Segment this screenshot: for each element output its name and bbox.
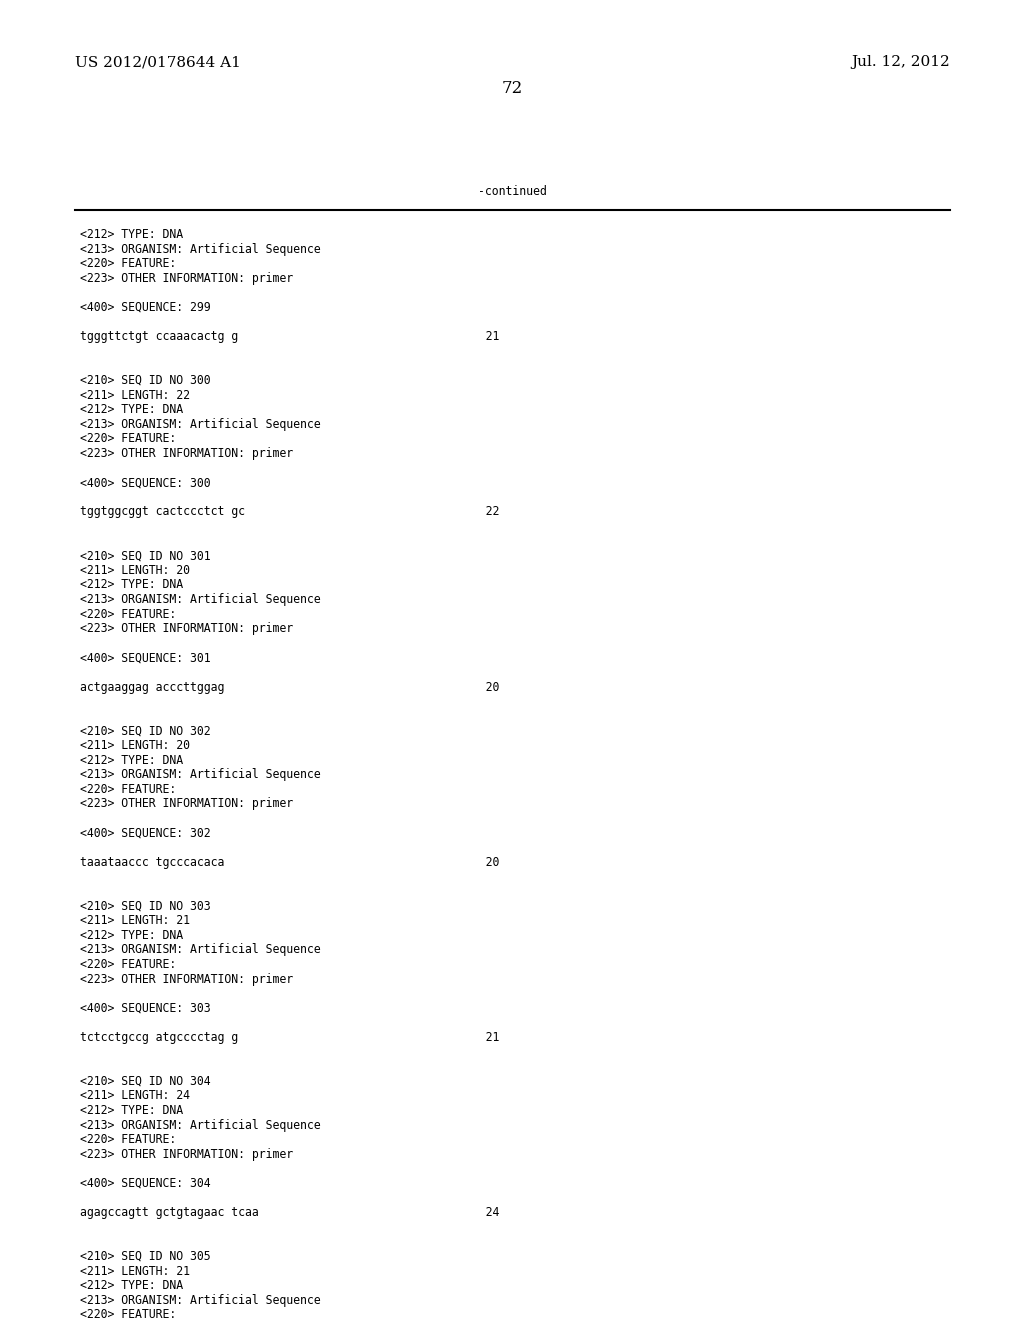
Text: tggtggcggt cactccctct gc                                   22: tggtggcggt cactccctct gc 22 <box>80 506 500 519</box>
Text: <210> SEQ ID NO 301: <210> SEQ ID NO 301 <box>80 549 211 562</box>
Text: <220> FEATURE:: <220> FEATURE: <box>80 783 176 796</box>
Text: <212> TYPE: DNA: <212> TYPE: DNA <box>80 228 183 242</box>
Text: <213> ORGANISM: Artificial Sequence: <213> ORGANISM: Artificial Sequence <box>80 1294 321 1307</box>
Text: <212> TYPE: DNA: <212> TYPE: DNA <box>80 754 183 767</box>
Text: <223> OTHER INFORMATION: primer: <223> OTHER INFORMATION: primer <box>80 447 293 459</box>
Text: <210> SEQ ID NO 305: <210> SEQ ID NO 305 <box>80 1250 211 1263</box>
Text: <213> ORGANISM: Artificial Sequence: <213> ORGANISM: Artificial Sequence <box>80 418 321 430</box>
Text: taaataaccc tgcccacaca                                      20: taaataaccc tgcccacaca 20 <box>80 855 500 869</box>
Text: agagccagtt gctgtagaac tcaa                                 24: agagccagtt gctgtagaac tcaa 24 <box>80 1206 500 1220</box>
Text: <223> OTHER INFORMATION: primer: <223> OTHER INFORMATION: primer <box>80 1148 293 1160</box>
Text: <210> SEQ ID NO 302: <210> SEQ ID NO 302 <box>80 725 211 738</box>
Text: US 2012/0178644 A1: US 2012/0178644 A1 <box>75 55 241 69</box>
Text: 72: 72 <box>502 81 522 96</box>
Text: <400> SEQUENCE: 303: <400> SEQUENCE: 303 <box>80 1002 211 1015</box>
Text: <211> LENGTH: 21: <211> LENGTH: 21 <box>80 1265 190 1278</box>
Text: -continued: -continued <box>477 185 547 198</box>
Text: actgaaggag acccttggag                                      20: actgaaggag acccttggag 20 <box>80 681 500 693</box>
Text: <400> SEQUENCE: 300: <400> SEQUENCE: 300 <box>80 477 211 490</box>
Text: <220> FEATURE:: <220> FEATURE: <box>80 1133 176 1146</box>
Text: <400> SEQUENCE: 302: <400> SEQUENCE: 302 <box>80 826 211 840</box>
Text: <210> SEQ ID NO 304: <210> SEQ ID NO 304 <box>80 1074 211 1088</box>
Text: <223> OTHER INFORMATION: primer: <223> OTHER INFORMATION: primer <box>80 272 293 285</box>
Text: <211> LENGTH: 21: <211> LENGTH: 21 <box>80 915 190 927</box>
Text: <211> LENGTH: 20: <211> LENGTH: 20 <box>80 739 190 752</box>
Text: <211> LENGTH: 24: <211> LENGTH: 24 <box>80 1089 190 1102</box>
Text: <223> OTHER INFORMATION: primer: <223> OTHER INFORMATION: primer <box>80 797 293 810</box>
Text: <213> ORGANISM: Artificial Sequence: <213> ORGANISM: Artificial Sequence <box>80 593 321 606</box>
Text: <212> TYPE: DNA: <212> TYPE: DNA <box>80 929 183 941</box>
Text: <212> TYPE: DNA: <212> TYPE: DNA <box>80 1104 183 1117</box>
Text: <220> FEATURE:: <220> FEATURE: <box>80 1308 176 1320</box>
Text: tgggttctgt ccaaacactg g                                    21: tgggttctgt ccaaacactg g 21 <box>80 330 500 343</box>
Text: <400> SEQUENCE: 301: <400> SEQUENCE: 301 <box>80 651 211 664</box>
Text: <212> TYPE: DNA: <212> TYPE: DNA <box>80 403 183 416</box>
Text: <220> FEATURE:: <220> FEATURE: <box>80 433 176 445</box>
Text: <400> SEQUENCE: 299: <400> SEQUENCE: 299 <box>80 301 211 314</box>
Text: <210> SEQ ID NO 300: <210> SEQ ID NO 300 <box>80 374 211 387</box>
Text: <213> ORGANISM: Artificial Sequence: <213> ORGANISM: Artificial Sequence <box>80 944 321 957</box>
Text: <223> OTHER INFORMATION: primer: <223> OTHER INFORMATION: primer <box>80 622 293 635</box>
Text: <220> FEATURE:: <220> FEATURE: <box>80 607 176 620</box>
Text: <211> LENGTH: 22: <211> LENGTH: 22 <box>80 388 190 401</box>
Text: <220> FEATURE:: <220> FEATURE: <box>80 958 176 972</box>
Text: <212> TYPE: DNA: <212> TYPE: DNA <box>80 578 183 591</box>
Text: <212> TYPE: DNA: <212> TYPE: DNA <box>80 1279 183 1292</box>
Text: <210> SEQ ID NO 303: <210> SEQ ID NO 303 <box>80 900 211 912</box>
Text: <400> SEQUENCE: 304: <400> SEQUENCE: 304 <box>80 1177 211 1191</box>
Text: <220> FEATURE:: <220> FEATURE: <box>80 257 176 271</box>
Text: <213> ORGANISM: Artificial Sequence: <213> ORGANISM: Artificial Sequence <box>80 1118 321 1131</box>
Text: Jul. 12, 2012: Jul. 12, 2012 <box>851 55 950 69</box>
Text: <213> ORGANISM: Artificial Sequence: <213> ORGANISM: Artificial Sequence <box>80 768 321 781</box>
Text: tctcctgccg atgcccctag g                                    21: tctcctgccg atgcccctag g 21 <box>80 1031 500 1044</box>
Text: <223> OTHER INFORMATION: primer: <223> OTHER INFORMATION: primer <box>80 973 293 986</box>
Text: <213> ORGANISM: Artificial Sequence: <213> ORGANISM: Artificial Sequence <box>80 243 321 256</box>
Text: <211> LENGTH: 20: <211> LENGTH: 20 <box>80 564 190 577</box>
